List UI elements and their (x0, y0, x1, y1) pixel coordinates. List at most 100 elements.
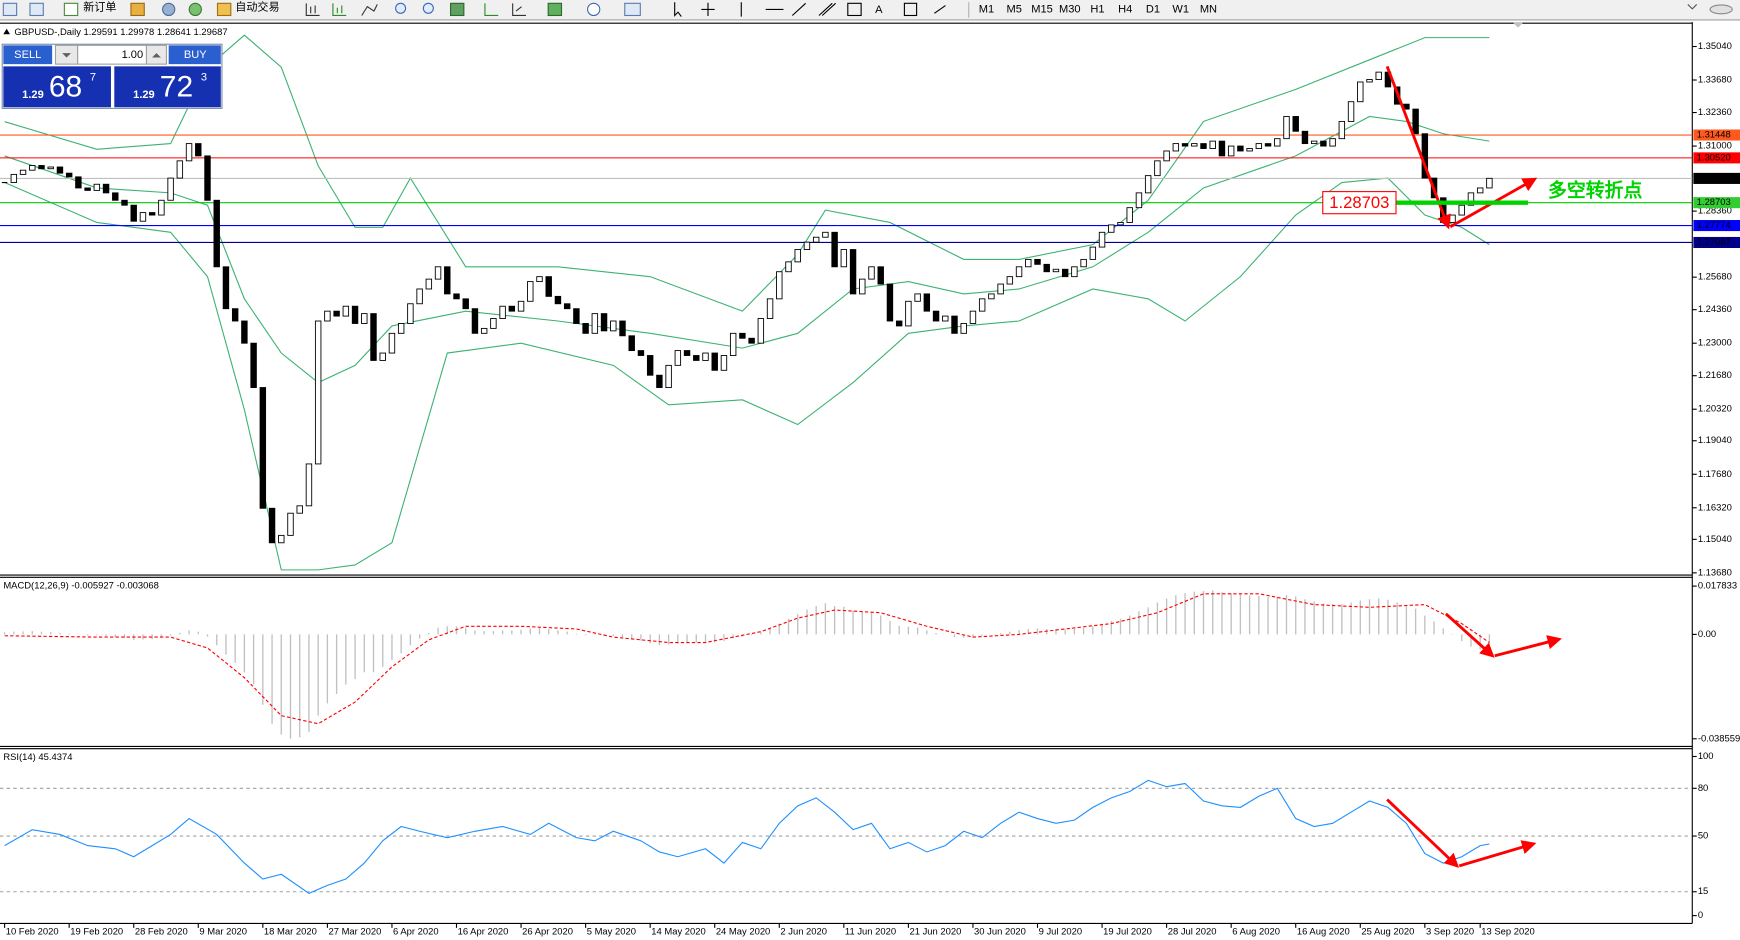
candle (38, 165, 45, 170)
sell-price-frac: 7 (90, 71, 96, 83)
x-tick-label: 5 May 2020 (587, 926, 636, 937)
y-tick-label: 0.00 (1698, 628, 1716, 639)
timeframe-button[interactable]: MN (1200, 3, 1217, 15)
candle (646, 355, 654, 376)
panel-frames (0, 22, 1693, 924)
y-tick-label: 0.017833 (1698, 580, 1737, 591)
sell-button[interactable] (3, 45, 53, 65)
candle (997, 283, 1004, 295)
candle (241, 320, 248, 344)
candle (1357, 81, 1364, 103)
candle (176, 160, 184, 179)
candle (628, 335, 635, 352)
toolbar (0, 0, 1740, 20)
y-tick-label: 1.17680 (1698, 468, 1732, 479)
candle (222, 266, 230, 310)
x-tick-label: 2 Jun 2020 (780, 926, 827, 937)
y-tick-label: 1.15040 (1698, 533, 1732, 544)
candle (1347, 101, 1355, 122)
y-tick-label: 1.25680 (1698, 271, 1732, 282)
y-tick-label: -0.038559 (1698, 732, 1740, 743)
y-tick-label: 50 (1698, 830, 1708, 841)
candle (333, 310, 340, 317)
timeframe-button[interactable]: W1 (1172, 3, 1189, 15)
candle (1449, 214, 1456, 223)
candle (776, 271, 783, 300)
candle (1098, 231, 1106, 248)
x-tick-label: 9 Mar 2020 (199, 926, 247, 937)
candle (591, 313, 599, 334)
candle (1292, 116, 1299, 132)
timeframe-button[interactable]: M15 (1031, 3, 1053, 15)
timeframe-button[interactable]: D1 (1146, 3, 1160, 15)
timeframe-bar: M1 M5 M15 M30 H1 H4 D1 W1 MN (979, 3, 1217, 15)
candle (1071, 266, 1078, 278)
candle (1015, 266, 1023, 278)
sell-price-big: 1.29 (22, 89, 44, 101)
candle (250, 342, 257, 388)
candle (960, 323, 967, 334)
candle (112, 192, 119, 201)
candle (1301, 130, 1309, 145)
buy-price-box[interactable] (114, 66, 221, 108)
timeframe-button[interactable]: M30 (1059, 3, 1081, 15)
chart-area (0, 22, 1740, 940)
candle (388, 332, 396, 354)
new-order-button[interactable]: 新订单 (83, 0, 116, 14)
candle (204, 155, 211, 201)
x-tick-label: 6 Apr 2020 (393, 926, 439, 937)
candle (1264, 143, 1272, 147)
candle (951, 315, 958, 334)
timeframe-button[interactable]: H1 (1090, 3, 1104, 15)
level-label: 1.29687 (1697, 172, 1731, 183)
candle (1366, 79, 1373, 83)
level-label: 1.27087 (1697, 236, 1731, 247)
timeframe-button[interactable]: H4 (1118, 3, 1132, 15)
candle (407, 303, 414, 324)
auto-trading-button[interactable]: 自动交易 (235, 0, 279, 14)
candle (1338, 120, 1346, 140)
x-tick-label: 19 Jul 2020 (1103, 926, 1152, 937)
candle (527, 281, 534, 302)
candle (1135, 192, 1143, 209)
candle (185, 143, 193, 162)
candle (665, 364, 672, 388)
x-tick-label: 28 Feb 2020 (135, 926, 188, 937)
x-tick-label: 9 Jul 2020 (1039, 926, 1082, 937)
timeframe-button[interactable]: M1 (979, 3, 994, 15)
timeframe-button[interactable]: M5 (1007, 3, 1022, 15)
candle (1237, 145, 1244, 152)
y-tick-label: 1.13680 (1698, 566, 1732, 577)
sell-price-pips: 68 (49, 70, 82, 103)
candle (29, 165, 36, 171)
candle (822, 231, 829, 238)
candle (499, 305, 506, 319)
x-tick-label: 26 Apr 2020 (522, 926, 573, 937)
buy-price-frac: 3 (201, 71, 207, 83)
buy-button[interactable] (168, 45, 221, 65)
candle (1172, 143, 1180, 152)
x-tick-label: 16 Aug 2020 (1297, 926, 1350, 937)
y-tick-label: 1.32360 (1698, 106, 1732, 117)
y-tick-label: 1.20320 (1698, 403, 1732, 414)
x-tick-label: 27 Mar 2020 (328, 926, 381, 937)
candle (1200, 143, 1207, 149)
candle (121, 199, 128, 206)
candle (1126, 207, 1133, 223)
sell-price-box[interactable] (3, 66, 111, 108)
candle (739, 332, 746, 339)
collapse-icon[interactable] (3, 28, 10, 35)
candle (434, 266, 442, 280)
x-tick-label: 16 Apr 2020 (458, 926, 509, 937)
candle (1486, 177, 1493, 189)
candle (1255, 143, 1263, 149)
rsi-plot (0, 779, 1693, 894)
candle (1181, 143, 1189, 147)
x-tick-label: 21 Jun 2020 (910, 926, 962, 937)
candle (693, 355, 700, 361)
candle (840, 249, 848, 268)
candle (600, 313, 608, 332)
candle (656, 374, 663, 388)
